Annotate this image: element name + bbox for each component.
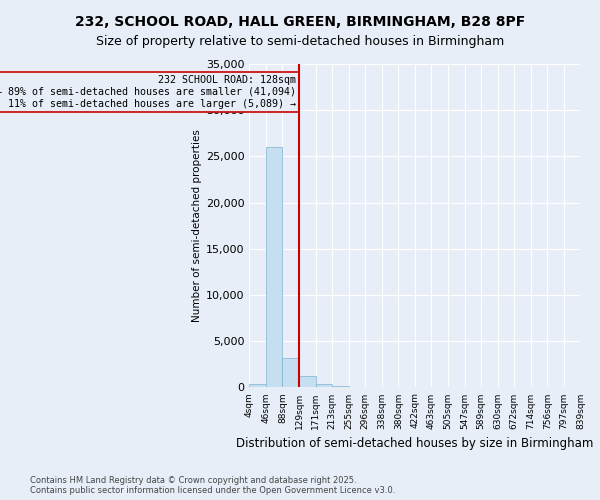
Text: 232 SCHOOL ROAD: 128sqm
← 89% of semi-detached houses are smaller (41,094)
11% o: 232 SCHOOL ROAD: 128sqm ← 89% of semi-de…: [0, 76, 296, 108]
Text: Size of property relative to semi-detached houses in Birmingham: Size of property relative to semi-detach…: [96, 35, 504, 48]
Bar: [283, 358, 299, 388]
Bar: [299, 376, 316, 388]
Text: Contains HM Land Registry data © Crown copyright and database right 2025.
Contai: Contains HM Land Registry data © Crown c…: [30, 476, 395, 495]
Bar: [316, 384, 332, 388]
Y-axis label: Number of semi-detached properties: Number of semi-detached properties: [191, 130, 202, 322]
Bar: [250, 384, 266, 388]
Bar: [332, 386, 349, 388]
X-axis label: Distribution of semi-detached houses by size in Birmingham: Distribution of semi-detached houses by …: [236, 437, 593, 450]
Bar: [266, 147, 283, 388]
Text: 232, SCHOOL ROAD, HALL GREEN, BIRMINGHAM, B28 8PF: 232, SCHOOL ROAD, HALL GREEN, BIRMINGHAM…: [75, 15, 525, 29]
